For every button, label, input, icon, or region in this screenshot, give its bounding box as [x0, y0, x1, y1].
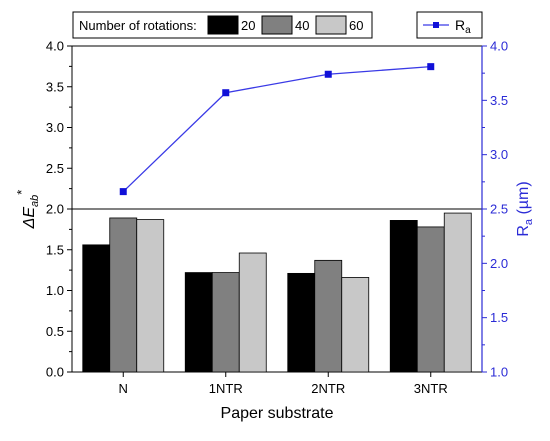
bar-40-N — [109, 217, 138, 373]
y-left-title-sup: * — [14, 190, 29, 195]
ra-point-1NTR — [222, 89, 230, 97]
bar-20-2NTR — [287, 272, 316, 373]
left-tick-label-3.0: 3.0 — [46, 120, 64, 135]
ra-point-N — [119, 188, 127, 196]
y-right-title-main: R — [515, 225, 532, 237]
ra-point-2NTR — [324, 70, 332, 78]
right-axis: 1.0 1.5 2.0 2.5 3.0 3.5 4.0 — [481, 39, 508, 380]
ra-line-series — [119, 63, 435, 196]
y-axis-right-title: Ra (µm) — [515, 181, 535, 236]
left-tick-label-3.5: 3.5 — [46, 79, 64, 94]
left-tick-label-2.5: 2.5 — [46, 161, 64, 176]
bar-20-1NTR — [184, 272, 213, 373]
bar-legend-title: Number of rotations: — [79, 18, 197, 33]
right-tick-label-2.0: 2.0 — [490, 256, 508, 271]
left-tick-label-1.0: 1.0 — [46, 283, 64, 298]
bar-legend: Number of rotations: 20 40 60 — [72, 11, 373, 39]
line-legend-marker — [433, 22, 439, 28]
right-tick-label-3.5: 3.5 — [490, 93, 508, 108]
bar-60-N — [136, 219, 165, 373]
y-axis-left-title: ΔEab* — [14, 190, 41, 230]
legend-label-60: 60 — [349, 18, 363, 33]
legend-swatch-60 — [315, 15, 347, 35]
left-tick-label-2.0: 2.0 — [46, 202, 64, 217]
legend-swatch-40 — [261, 15, 293, 35]
ra-line — [122, 65, 431, 193]
bar-60-2NTR — [341, 277, 370, 373]
bar-60-3NTR — [443, 212, 472, 373]
y-right-title-unit: (µm) — [515, 181, 532, 219]
ra-point-3NTR — [427, 63, 435, 71]
line-legend: Ra — [416, 11, 483, 39]
bar-60-1NTR — [238, 252, 267, 373]
x-tick-label-1NTR: 1NTR — [209, 381, 243, 396]
y-right-title-sub: a — [523, 218, 535, 225]
right-tick-label-3.0: 3.0 — [490, 147, 508, 162]
x-tick-label-2NTR: 2NTR — [311, 381, 345, 396]
left-tick-label-0.5: 0.5 — [46, 324, 64, 339]
line-legend-frame — [416, 11, 483, 39]
legend-label-20: 20 — [241, 18, 255, 33]
x-axis-title: Paper substrate — [221, 405, 334, 422]
right-tick-label-1.0: 1.0 — [490, 365, 508, 380]
right-tick-label-2.5: 2.5 — [490, 202, 508, 217]
legend-swatch-20 — [207, 15, 239, 35]
right-tick-label-4.0: 4.0 — [490, 39, 508, 54]
bar-40-1NTR — [211, 272, 240, 373]
bar-20-N — [82, 244, 111, 373]
bars-layer — [82, 212, 472, 373]
right-tick-label-1.5: 1.5 — [490, 310, 508, 325]
x-tick-label-3NTR: 3NTR — [414, 381, 448, 396]
bar-20-3NTR — [389, 220, 418, 373]
left-tick-label-0.0: 0.0 — [46, 365, 64, 380]
x-tick-label-N: N — [119, 381, 128, 396]
left-axis: 0.0 0.5 1.0 1.5 2.0 2.5 3.0 3.5 4.0 — [46, 39, 72, 380]
line-legend-label-sub: a — [465, 25, 471, 36]
legend-label-40: 40 — [295, 18, 309, 33]
y-left-title-sub: ab — [29, 195, 41, 207]
line-legend-label: Ra — [455, 17, 471, 36]
x-axis: N 1NTR 2NTR 3NTR — [119, 372, 448, 396]
bar-40-2NTR — [314, 259, 343, 373]
line-legend-label-main: R — [455, 17, 465, 33]
left-tick-label-1.5: 1.5 — [46, 242, 64, 257]
left-tick-label-4.0: 4.0 — [46, 39, 64, 54]
bar-40-3NTR — [416, 226, 445, 373]
y-left-title-main: ΔE — [21, 207, 38, 230]
